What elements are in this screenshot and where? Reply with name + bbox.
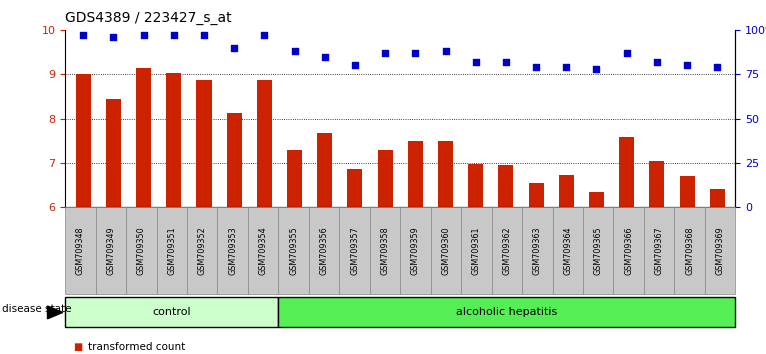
Polygon shape [47,306,63,319]
Text: GDS4389 / 223427_s_at: GDS4389 / 223427_s_at [65,11,232,25]
Point [470,59,482,65]
Point [530,64,542,70]
Bar [287,150,302,207]
Text: GSM709353: GSM709353 [228,226,237,275]
Bar [408,141,423,207]
Text: GSM709360: GSM709360 [441,226,450,275]
Point [258,33,270,38]
Text: alcoholic hepatitis: alcoholic hepatitis [457,307,558,318]
Text: GSM709362: GSM709362 [502,226,512,275]
Bar [650,161,664,207]
Text: GSM709355: GSM709355 [289,226,298,275]
Point [591,66,603,72]
Point [711,64,723,70]
Point [228,45,241,51]
Text: GSM709356: GSM709356 [319,226,329,275]
Text: transformed count: transformed count [88,342,185,352]
Text: GSM709368: GSM709368 [685,226,694,275]
Point [168,33,180,38]
Point [77,33,90,38]
Point [107,34,119,40]
Text: GSM709367: GSM709367 [655,226,663,275]
Bar [348,170,362,207]
Text: GSM709358: GSM709358 [381,226,389,275]
Bar [106,99,121,207]
Bar [529,183,544,207]
Text: GSM709359: GSM709359 [411,226,420,275]
Text: control: control [152,307,191,318]
Text: ■: ■ [73,342,82,352]
Point [499,59,512,65]
Bar [76,74,91,207]
Point [560,64,572,70]
Bar [438,141,453,207]
Point [409,50,421,56]
Text: GSM709364: GSM709364 [563,226,572,275]
Bar [257,80,272,207]
Bar [196,80,211,207]
Text: GSM709366: GSM709366 [624,226,633,275]
Bar [136,68,151,207]
Bar [378,150,393,207]
Text: disease state: disease state [2,304,72,314]
Text: GSM709350: GSM709350 [137,226,146,275]
Bar [619,137,634,207]
Bar [499,165,513,207]
Point [137,33,149,38]
Text: GSM709351: GSM709351 [167,226,176,275]
Point [349,63,361,68]
Point [620,50,633,56]
Text: GSM709352: GSM709352 [198,226,207,275]
Point [440,48,452,54]
Point [289,48,301,54]
Text: GSM709361: GSM709361 [472,226,481,275]
Text: GSM709349: GSM709349 [106,226,116,275]
Bar [227,113,242,207]
Point [319,54,331,59]
Point [651,59,663,65]
Text: GSM709354: GSM709354 [259,226,267,275]
Point [379,50,391,56]
Text: GSM709348: GSM709348 [76,226,85,275]
Text: GSM709369: GSM709369 [715,226,725,275]
Text: GSM709363: GSM709363 [533,226,542,275]
Point [681,63,693,68]
Bar [468,164,483,207]
Bar [709,188,725,207]
Bar [558,175,574,207]
Text: GSM709365: GSM709365 [594,226,603,275]
Point [198,33,210,38]
Bar [166,74,182,207]
Bar [679,176,695,207]
Bar [589,192,604,207]
Text: GSM709357: GSM709357 [350,226,359,275]
Bar [317,133,332,207]
